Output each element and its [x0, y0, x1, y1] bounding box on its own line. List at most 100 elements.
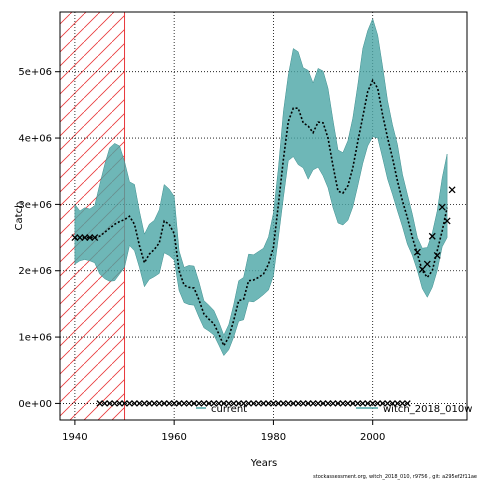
zero-point-1973: [235, 400, 242, 407]
zero-point-2007: [404, 400, 411, 407]
obs-point-2009: [413, 248, 421, 256]
zero-point-1951: [126, 400, 133, 407]
zero-point-1952: [131, 400, 138, 407]
zero-point-1985: [294, 400, 302, 407]
line-current: [74, 78, 448, 348]
obs-point-2012: [428, 232, 436, 240]
confidence-band: [74, 17, 448, 357]
zero-point-1995: [344, 400, 352, 407]
band-current: [74, 17, 448, 357]
y-tick-label-2: 2e+06: [18, 266, 52, 277]
zero-point-1982: [280, 400, 287, 407]
obs-point-1944: [91, 234, 99, 242]
zero-point-1965: [195, 400, 203, 407]
zero-point-1976: [250, 400, 257, 407]
y-tick-label-1: 1e+06: [18, 333, 52, 344]
zero-point-1961: [175, 400, 183, 407]
zero-point-1991: [324, 400, 332, 407]
zero-point-1983: [285, 400, 292, 407]
x-tick-label-1: 1960: [161, 432, 186, 443]
zero-point-1946: [101, 400, 108, 407]
zero-point-2002: [379, 400, 386, 407]
zero-point-1997: [354, 400, 362, 407]
plot-area: [60, 12, 467, 420]
zero-point-1964: [190, 400, 198, 407]
zero-point-2003: [384, 400, 391, 407]
obs-point-1943: [86, 234, 94, 242]
obs-point-2016: [448, 186, 456, 194]
obs-point-2015: [443, 217, 451, 225]
zero-point-2005: [394, 400, 401, 407]
zero-point-1989: [314, 400, 322, 407]
y-axis: 0e+00 1e+06 2e+06 3e+06 4e+06 5e+06: [18, 67, 60, 410]
y-tick-label-4: 4e+06: [18, 134, 52, 145]
zero-point-1956: [151, 400, 158, 407]
zero-point-1988: [309, 400, 317, 407]
catch-line: [74, 78, 448, 348]
legend: current witch_2018_010w: [196, 404, 472, 415]
zero-point-1948: [111, 400, 118, 407]
zero-point-1970: [220, 400, 228, 407]
zero-point-1980: [270, 400, 277, 407]
legend-current-label: current: [211, 404, 247, 415]
zero-point-1979: [265, 400, 272, 407]
x-axis-label: Years: [250, 458, 277, 469]
zero-markers: [96, 400, 411, 407]
y-tick-label-3: 3e+06: [18, 200, 52, 211]
zero-point-1999: [364, 400, 371, 407]
zero-point-1968: [210, 400, 218, 407]
zero-point-1978: [260, 400, 267, 407]
zero-point-1984: [290, 400, 297, 407]
x-tick-label-2: 1980: [261, 432, 286, 443]
zero-point-1957: [156, 400, 163, 407]
zero-point-1998: [359, 400, 367, 407]
zero-point-1972: [230, 400, 237, 407]
obs-point-1942: [81, 234, 89, 242]
zero-point-1955: [146, 400, 153, 407]
x-tick-label-3: 2000: [360, 432, 385, 443]
zero-point-1947: [106, 400, 113, 407]
zero-point-1963: [185, 400, 193, 407]
x-tick-label-0: 1940: [62, 432, 87, 443]
obs-point-2010: [418, 265, 426, 273]
zero-point-2001: [374, 400, 381, 407]
obs-point-2011: [423, 260, 431, 268]
y-axis-label: Catch: [14, 202, 25, 231]
zero-point-1945: [96, 400, 103, 407]
zero-point-1949: [116, 400, 123, 407]
observed-points: [71, 186, 456, 273]
zero-point-1974: [240, 400, 247, 407]
obs-point-1940: [71, 234, 79, 242]
zero-point-1954: [141, 400, 148, 407]
zero-point-2006: [399, 400, 406, 407]
zero-point-1953: [136, 400, 143, 407]
zero-point-2004: [389, 400, 396, 407]
zero-point-1966: [200, 400, 208, 407]
zero-point-1990: [319, 400, 327, 407]
zero-point-1975: [245, 400, 252, 407]
obs-point-1941: [76, 234, 84, 242]
legend-witch-label: witch_2018_010w: [383, 404, 472, 415]
zero-point-1962: [180, 400, 188, 407]
zero-point-1960: [170, 400, 178, 407]
y-tick-label-0: 0e+00: [18, 399, 52, 410]
zero-point-1969: [215, 400, 223, 407]
zero-point-1967: [205, 400, 213, 407]
obs-point-2014: [438, 203, 446, 211]
zero-point-1977: [255, 400, 262, 407]
zero-point-1971: [225, 400, 233, 407]
zero-point-1992: [329, 400, 337, 407]
zero-point-1981: [275, 400, 282, 407]
x-axis: 1940 1960 1980 2000: [62, 420, 385, 443]
zero-point-1986: [299, 400, 307, 407]
zero-point-1996: [349, 400, 357, 407]
zero-point-2000: [369, 400, 376, 407]
obs-point-2013: [433, 252, 441, 259]
zero-point-1987: [304, 400, 312, 407]
zero-point-1950: [121, 400, 128, 407]
y-tick-label-5: 5e+06: [18, 67, 52, 78]
zero-point-1993: [334, 400, 342, 407]
footer-credit: stockassessment.org, witch_2018_010, r97…: [313, 474, 477, 480]
zero-point-1994: [339, 400, 347, 407]
plot-frame: [59, 11, 468, 421]
